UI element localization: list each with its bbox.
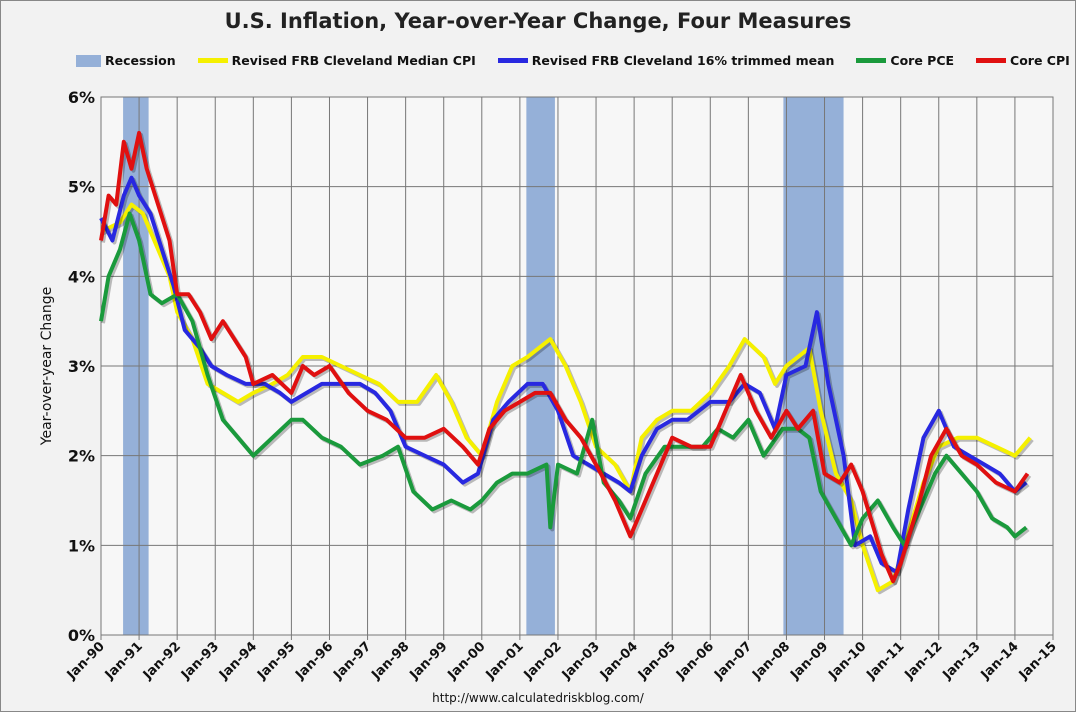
series-line-core-pce: [99, 211, 1028, 548]
legend-label: Revised FRB Cleveland 16% trimmed mean: [531, 53, 835, 68]
x-tick-label: Jan-90: [64, 639, 108, 683]
x-tick-label: Jan-13: [940, 639, 984, 683]
chart-title: U.S. Inflation, Year-over-Year Change, F…: [224, 9, 852, 33]
legend-swatch: [976, 58, 1007, 63]
x-tick-label: Jan-98: [368, 639, 412, 683]
legend-item-median-cpi: Revised FRB Cleveland Median CPI: [197, 53, 476, 68]
y-tick-label: 0%: [68, 626, 95, 645]
x-tick-label: Jan-99: [406, 639, 450, 683]
y-tick-label: 2%: [68, 447, 95, 466]
y-axis-label: Year-over-year Change: [39, 287, 55, 446]
legend-item-core-cpi: Core CPI: [976, 53, 1070, 68]
x-tick-label: Jan-09: [787, 639, 831, 683]
x-tick-label: Jan-04: [597, 639, 641, 683]
legend-label: Revised FRB Cleveland Median CPI: [231, 53, 476, 68]
legend-label: Recession: [105, 53, 176, 68]
x-tick-label: Jan-05: [635, 639, 679, 683]
x-tick-label: Jan-00: [445, 639, 489, 683]
legend-item-trimmed-mean: Revised FRB Cleveland 16% trimmed mean: [497, 53, 835, 68]
x-tick-label: Jan-02: [521, 639, 565, 683]
series-line-core-cpi: [99, 130, 1030, 584]
x-tick-label: Jan-11: [863, 639, 907, 683]
x-tick-label: Jan-95: [254, 639, 298, 683]
y-tick-label: 5%: [68, 178, 95, 197]
x-tick-label: Jan-93: [178, 639, 222, 683]
x-tick-label: Jan-03: [559, 639, 603, 683]
legend-item-recession: Recession: [76, 53, 176, 68]
x-tick-label: Jan-10: [825, 639, 869, 683]
x-tick-label: Jan-06: [673, 639, 717, 683]
series-line-revised-frb-cleveland-median-cpi: [100, 202, 1032, 593]
y-tick-label: 1%: [68, 536, 95, 555]
legend-label: Core PCE: [890, 53, 955, 68]
x-tick-label: Jan-94: [216, 639, 260, 683]
legend: Recession Revised FRB Cleveland Median C…: [76, 53, 1070, 68]
x-tick-label: Jan-91: [102, 639, 146, 683]
x-tick-label: Jan-01: [483, 639, 527, 683]
x-tick-label: Jan-08: [749, 639, 793, 683]
y-tick-label: 4%: [68, 267, 95, 286]
series-line-revised-frb-cleveland-16-trimmed-mean: [99, 175, 1028, 575]
y-tick-label: 6%: [68, 88, 95, 107]
x-tick-label: Jan-96: [292, 639, 336, 683]
x-tick-label: Jan-97: [330, 639, 374, 683]
x-tick-label: Jan-07: [711, 639, 755, 683]
y-tick-label: 3%: [68, 357, 95, 376]
legend-item-core-pce: Core PCE: [856, 53, 954, 68]
x-tick-label: Jan-14: [978, 639, 1022, 683]
x-tick-label: Jan-92: [140, 639, 184, 683]
legend-swatch: [197, 58, 228, 63]
x-tick-label: Jan-12: [901, 639, 945, 683]
legend-swatch: [856, 58, 887, 63]
source-url: http://www.calculatedriskblog.com/: [432, 691, 644, 705]
x-tick-label: Jan-15: [1016, 639, 1060, 683]
legend-swatch: [76, 54, 101, 67]
legend-swatch: [497, 58, 528, 63]
legend-label: Core CPI: [1010, 53, 1070, 68]
